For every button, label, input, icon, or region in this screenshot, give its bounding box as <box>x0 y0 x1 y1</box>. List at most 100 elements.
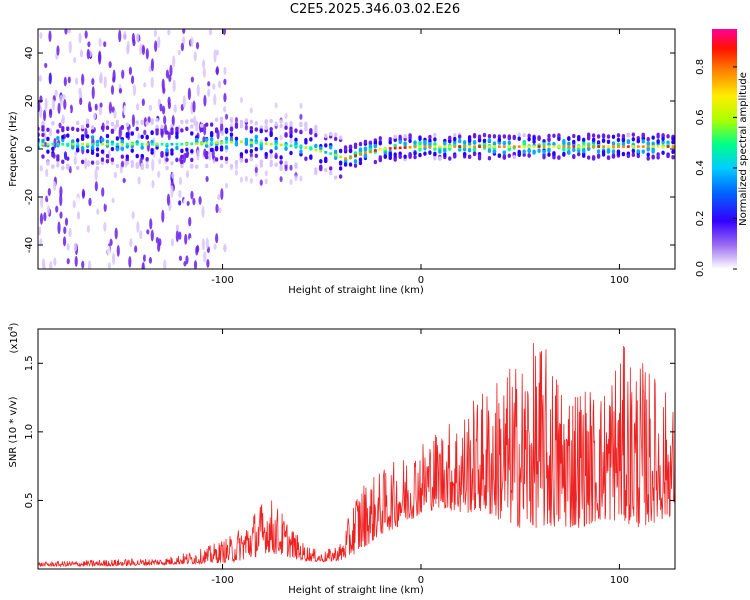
spectrogram-band-cell <box>46 136 50 142</box>
spectrogram-noise-cell <box>158 238 162 247</box>
spectrogram-band-cell <box>651 141 655 146</box>
spectrogram-band-cell <box>656 155 660 160</box>
spectrogram-noise-cell <box>158 158 162 165</box>
spectrogram-ridge-cell <box>349 155 352 159</box>
spectrogram-band-cell <box>85 134 90 139</box>
spectrogram-noise-cell <box>239 97 244 104</box>
spectrogram-band-cell <box>582 153 586 158</box>
spectrogram-band-cell <box>572 139 576 145</box>
spectrogram-band-cell <box>294 128 298 133</box>
spectrogram-band-cell <box>155 118 159 123</box>
spectrogram-noise-cell <box>244 124 248 131</box>
spectrogram-band-cell <box>115 123 120 128</box>
spectrogram-band-cell <box>170 124 174 129</box>
spectrogram-band-cell <box>358 147 363 152</box>
snr-xlabel: Height of straight line (km) <box>288 585 424 596</box>
spectrogram-noise-cell <box>217 193 221 201</box>
snr-ticks: -100 0 100 0.5 1.0 1.5 <box>24 329 675 586</box>
spectrogram-noise-cell <box>196 84 200 97</box>
spectrogram-noise-cell <box>244 175 248 182</box>
spectrogram-noise-cell <box>47 188 51 197</box>
spectrogram-band-cell <box>259 159 263 164</box>
spectrogram-ridge-cell <box>468 145 472 148</box>
spectrogram-ridge-cell <box>622 145 625 148</box>
spectrogram-ridge-cell <box>130 142 134 146</box>
spectrogram-band-cell <box>80 159 85 165</box>
spectrogram-band-cell <box>135 126 139 132</box>
spectrogram-band-cell <box>453 136 457 142</box>
spectrogram-ridge-cell <box>329 152 333 155</box>
spectrogram-band-cell <box>373 140 378 145</box>
spectrogram-band-cell <box>105 120 110 125</box>
spectrogram-band-cell <box>443 141 447 146</box>
spectrogram-band-cell <box>75 138 80 143</box>
spectrogram-band-cell <box>71 139 75 144</box>
spectrogram-band-cell <box>190 131 194 136</box>
spectrogram-band-cell <box>343 145 348 150</box>
spectrogram-band-cell <box>150 120 154 125</box>
spectrogram-band-cell <box>671 149 675 155</box>
spectrogram-noise-cell <box>91 86 95 100</box>
spectrogram-band-cell <box>170 130 174 135</box>
spectrogram-band-cell <box>423 151 427 156</box>
spectrogram-band-cell <box>165 148 169 153</box>
spectrogram-band-cell <box>433 156 437 161</box>
spectrogram-ridge-cell <box>215 141 218 145</box>
spectrogram-band-cell <box>348 162 353 167</box>
spectrogram-ridge-cell <box>86 142 90 146</box>
spectrogram-noise-cell <box>182 95 186 109</box>
spectrogram-band-cell <box>398 139 402 145</box>
spectrogram-band-cell <box>130 148 134 153</box>
spectrogram-band-cell <box>195 164 199 169</box>
spectrogram-noise-cell <box>57 221 61 235</box>
spectrogram-band-cell <box>209 122 214 127</box>
spectrogram-band-cell <box>537 148 541 153</box>
spectrogram-noise-cell <box>59 211 63 219</box>
spectrogram-noise-cell <box>94 168 98 181</box>
spectrogram-band-cell <box>195 138 199 143</box>
spectrogram-band-cell <box>512 135 516 141</box>
spectrogram-noise-cell <box>86 225 90 233</box>
spectrogram-noise-cell <box>167 132 171 141</box>
spectrogram-ridge-cell <box>314 148 318 152</box>
spectrogram-noise-cell <box>105 90 110 97</box>
spectrogram-noise-cell <box>103 41 107 48</box>
spectrogram-ridge-cell <box>656 145 660 148</box>
spectrogram-band-cell <box>229 132 234 137</box>
spectrogram-band-cell <box>438 149 442 154</box>
spectrogram-band-cell <box>105 125 110 130</box>
spectrogram-noise-cell <box>147 116 151 123</box>
spectrogram-ridge-cell <box>319 149 323 153</box>
spectrogram-noise-cell <box>170 185 174 198</box>
spectrogram-noise-cell <box>111 197 115 203</box>
spectrogram-ridge-cell <box>393 146 397 150</box>
spectrogram-noise-cell <box>39 32 43 39</box>
spectrogram-noise-cell <box>130 75 135 85</box>
spectrogram-noise-cell <box>145 252 149 265</box>
spectrogram-noise-cell <box>172 79 176 93</box>
spectrogram-noise-cell <box>66 258 70 265</box>
spectrogram-band-cell <box>279 123 283 129</box>
spectrogram-noise-cell <box>162 86 166 94</box>
spectrogram-band-cell <box>408 133 412 138</box>
spectrogram-band-cell <box>41 138 45 144</box>
spectrogram-band-cell <box>428 141 432 147</box>
spectrogram-band-cell <box>467 154 472 159</box>
spectrogram-noise-cell <box>150 229 154 242</box>
spectrogram-band-cell <box>646 136 650 142</box>
spectrogram-noise-cell <box>101 187 105 197</box>
spectrogram-band-cell <box>532 135 536 141</box>
spectrogram-band-cell <box>497 134 502 139</box>
spectrogram-band-cell <box>517 136 521 141</box>
spectrogram-noise-cell <box>148 104 153 112</box>
spectrogram-noise-cell <box>234 117 239 124</box>
spectrogram-band-cell <box>383 154 387 159</box>
spectrogram-noise-cell <box>170 238 175 247</box>
spectrogram-noise-cell <box>87 260 92 269</box>
spectrogram-noise-cell <box>63 226 67 235</box>
spectrogram-noise-cell <box>184 233 188 245</box>
spectrogram-band-cell <box>100 149 105 154</box>
spectrogram-band-cell <box>472 151 477 157</box>
spectrogram-noise-cell <box>163 115 167 125</box>
spectrogram-panel: -100 0 100 -40 -20 0 20 40 Height of straight l… <box>8 28 676 296</box>
